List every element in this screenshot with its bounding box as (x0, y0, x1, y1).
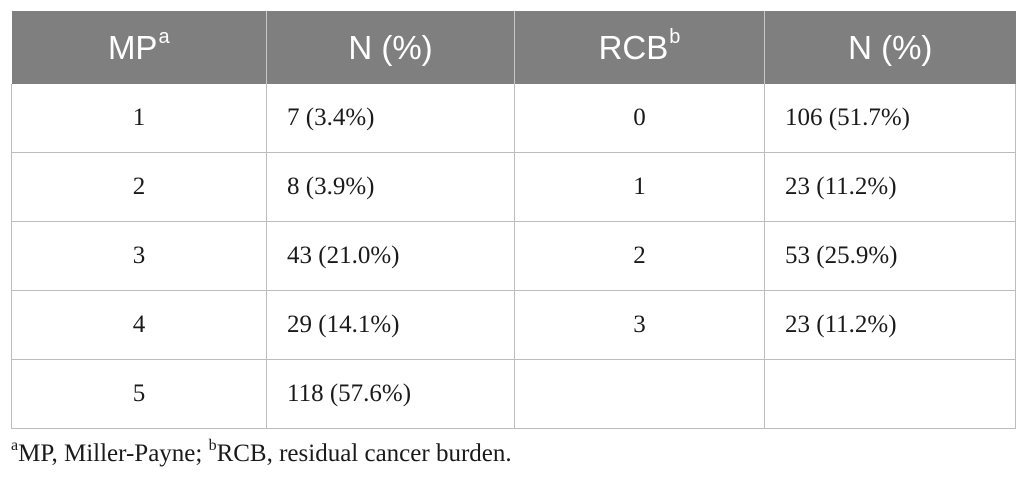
cell-mp-n: 43 (21.0%) (266, 221, 515, 291)
cell-mp-n: 29 (14.1%) (266, 290, 515, 360)
cell-rcb: 3 (514, 290, 765, 360)
footnote-text-mp: MP, Miller-Payne; (18, 440, 209, 467)
cell-mp: 5 (11, 359, 267, 429)
results-table: MPa N (%) RCBb N (%) 1 7 (3.4%) 0 106 (5… (11, 11, 1016, 429)
header-mp-footnote-mark: a (158, 25, 170, 48)
cell-mp: 2 (11, 152, 267, 222)
header-rcb-label: RCB (598, 28, 669, 66)
cell-mp-n: 118 (57.6%) (266, 359, 515, 429)
cell-mp-n: 8 (3.9%) (266, 152, 515, 222)
header-rcb: RCBb (514, 11, 765, 84)
table-body: 1 7 (3.4%) 0 106 (51.7%) 2 8 (3.9%) 1 23… (11, 84, 1016, 429)
header-rcb-n: N (%) (764, 11, 1016, 84)
cell-rcb-n (764, 359, 1016, 429)
footnote-mark-a: a (11, 436, 19, 454)
cell-rcb-n: 106 (51.7%) (764, 84, 1016, 153)
cell-rcb: 2 (514, 221, 765, 291)
header-rcb-footnote-mark: b (669, 25, 681, 48)
cell-rcb-n: 23 (11.2%) (764, 290, 1016, 360)
cell-rcb-n: 53 (25.9%) (764, 221, 1016, 291)
cell-mp-n: 7 (3.4%) (266, 84, 515, 153)
table-row: 2 8 (3.9%) 1 23 (11.2%) (11, 152, 1016, 222)
cell-rcb: 0 (514, 84, 765, 153)
cell-rcb (514, 359, 765, 429)
header-mp-label: MP (107, 28, 158, 66)
table-row: 4 29 (14.1%) 3 23 (11.2%) (11, 290, 1016, 360)
header-mp-n-label: N (%) (348, 28, 433, 66)
header-row: MPa N (%) RCBb N (%) (11, 11, 1016, 84)
cell-rcb: 1 (514, 152, 765, 222)
table-row: 3 43 (21.0%) 2 53 (25.9%) (11, 221, 1016, 291)
footnote-text-rcb: RCB, residual cancer burden. (216, 440, 512, 467)
cell-mp: 4 (11, 290, 267, 360)
header-mp: MPa (11, 11, 267, 84)
cell-mp: 1 (11, 84, 267, 153)
cell-rcb-n: 23 (11.2%) (764, 152, 1016, 222)
footnote-mark-b: b (208, 436, 217, 454)
cell-mp: 3 (11, 221, 267, 291)
table-header: MPa N (%) RCBb N (%) (11, 11, 1016, 84)
table-footnote: aMP, Miller-Payne; bRCB, residual cancer… (11, 436, 512, 468)
header-rcb-n-label: N (%) (848, 28, 933, 66)
table-row: 1 7 (3.4%) 0 106 (51.7%) (11, 84, 1016, 153)
table-row: 5 118 (57.6%) (11, 359, 1016, 429)
results-table-container: MPa N (%) RCBb N (%) 1 7 (3.4%) 0 106 (5… (11, 11, 1016, 429)
header-mp-n: N (%) (266, 11, 515, 84)
